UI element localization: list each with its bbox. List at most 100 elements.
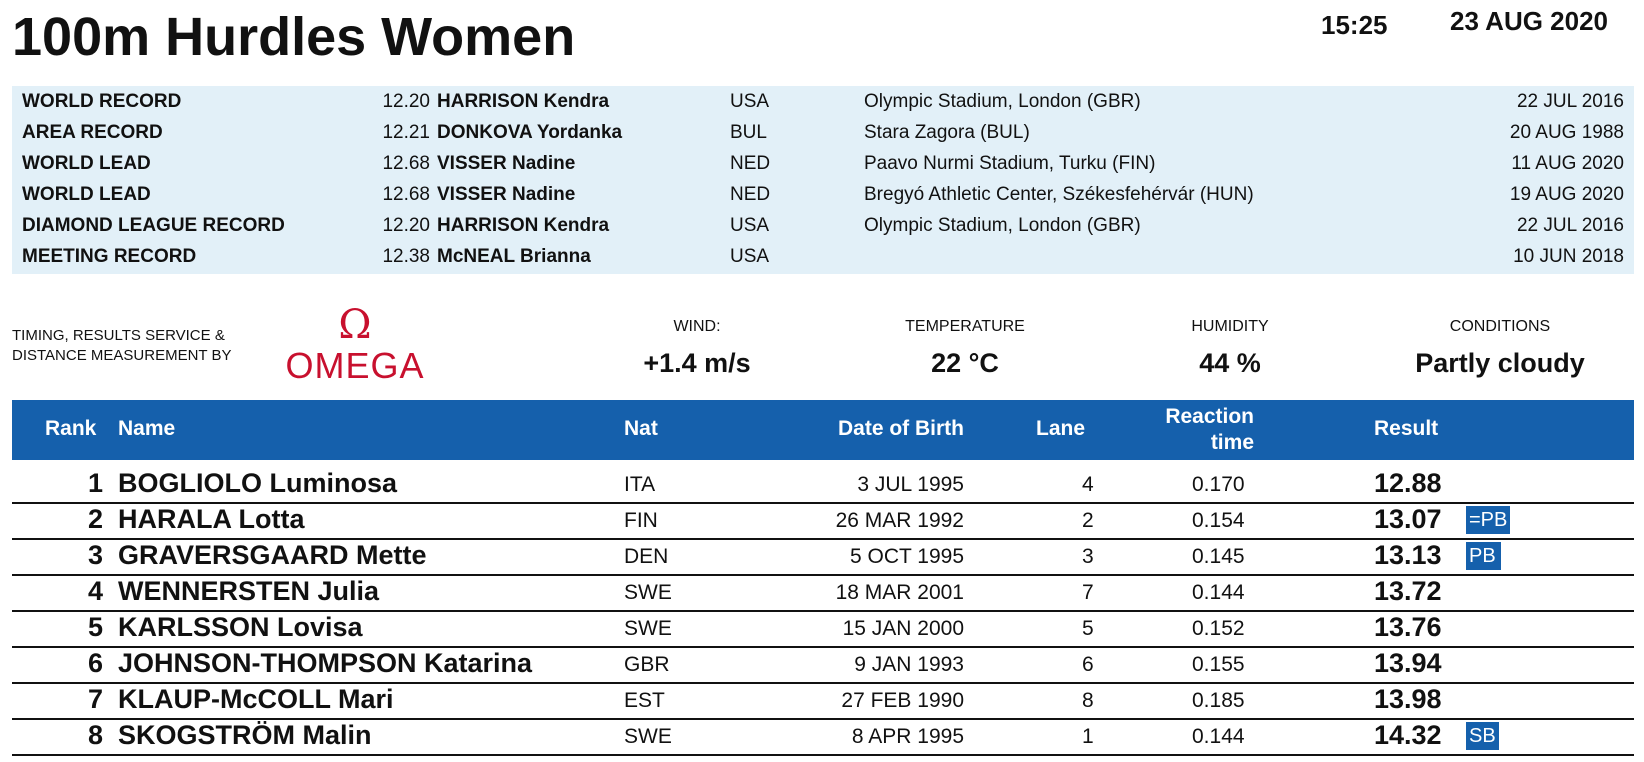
timing-label: TIMING, RESULTS SERVICE & DISTANCE MEASU… bbox=[12, 326, 231, 366]
result-time: 14.32 bbox=[1374, 720, 1442, 750]
athlete-dob: 27 FEB 1990 bbox=[841, 689, 964, 712]
header-time: 15:25 bbox=[1321, 10, 1388, 40]
record-mark: 12.68 bbox=[382, 184, 430, 205]
result-time: 12.88 bbox=[1374, 468, 1442, 498]
result-row: 4 WENNERSTEN Julia SWE 18 MAR 2001 7 0.1… bbox=[12, 574, 1634, 612]
result-row: 3 GRAVERSGAARD Mette DEN 5 OCT 1995 3 0.… bbox=[12, 538, 1634, 576]
col-result: Result bbox=[1374, 417, 1439, 440]
record-mark: 12.20 bbox=[382, 215, 430, 236]
omega-symbol: Ω bbox=[338, 306, 371, 348]
result-rank: 2 bbox=[87, 504, 103, 534]
wind-label: WIND: bbox=[673, 318, 721, 335]
record-row: WORLD RECORD 12.20 HARRISON Kendra USA O… bbox=[12, 86, 1634, 117]
athlete-dob: 9 JAN 1993 bbox=[854, 653, 964, 676]
page-title: 100m Hurdles Women bbox=[12, 7, 576, 67]
results-header: Rank Name Nat Date of Birth Lane Reactio… bbox=[12, 400, 1634, 460]
athlete-name: BOGLIOLO Luminosa bbox=[118, 468, 398, 498]
reaction-time: 0.145 bbox=[1192, 545, 1245, 568]
record-type: WORLD RECORD bbox=[22, 91, 182, 112]
athlete-lane: 6 bbox=[1082, 653, 1094, 676]
record-type: DIAMOND LEAGUE RECORD bbox=[22, 215, 285, 236]
athlete-dob: 15 JAN 2000 bbox=[842, 617, 964, 640]
result-time: 13.07 bbox=[1374, 504, 1442, 534]
temperature-block: TEMPERATURE 22 °C bbox=[880, 318, 1050, 379]
record-venue: Bregyó Athletic Center, Székesfehérvár (… bbox=[864, 184, 1254, 205]
athlete-name: WENNERSTEN Julia bbox=[118, 576, 380, 606]
record-nat: USA bbox=[730, 215, 770, 236]
athlete-name: SKOGSTRÖM Malin bbox=[118, 720, 372, 750]
athlete-nat: EST bbox=[624, 689, 665, 712]
col-reaction-line2: time bbox=[1210, 431, 1254, 454]
record-venue: Olympic Stadium, London (GBR) bbox=[864, 215, 1141, 236]
header-date: 23 AUG 2020 bbox=[1450, 6, 1609, 36]
conditions-block: CONDITIONS Partly cloudy bbox=[1390, 318, 1610, 379]
result-rank: 7 bbox=[87, 684, 103, 714]
reaction-time: 0.185 bbox=[1192, 689, 1245, 712]
reaction-time: 0.170 bbox=[1192, 473, 1245, 496]
record-mark: 12.68 bbox=[382, 153, 430, 174]
result-row: 2 HARALA Lotta FIN 26 MAR 1992 2 0.154 1… bbox=[12, 502, 1634, 540]
athlete-lane: 3 bbox=[1082, 545, 1094, 568]
athlete-nat: FIN bbox=[624, 509, 658, 532]
record-type: AREA RECORD bbox=[22, 122, 163, 143]
result-row: 6 JOHNSON-THOMPSON Katarina GBR 9 JAN 19… bbox=[12, 646, 1634, 684]
athlete-lane: 5 bbox=[1082, 617, 1094, 640]
conditions-value: Partly cloudy bbox=[1415, 348, 1585, 378]
col-nat: Nat bbox=[624, 417, 658, 440]
record-nat: BUL bbox=[730, 122, 767, 143]
record-holder: HARRISON Kendra bbox=[437, 91, 610, 112]
record-nat: NED bbox=[730, 153, 771, 174]
record-holder: VISSER Nadine bbox=[437, 184, 576, 205]
athlete-nat: GBR bbox=[624, 653, 670, 676]
col-reaction: Reaction time bbox=[1165, 404, 1254, 456]
athlete-nat: SWE bbox=[624, 725, 672, 748]
record-holder: VISSER Nadine bbox=[437, 153, 576, 174]
result-row: 7 KLAUP-McCOLL Mari EST 27 FEB 1990 8 0.… bbox=[12, 682, 1634, 720]
athlete-name: JOHNSON-THOMPSON Katarina bbox=[118, 648, 533, 678]
wind-block: WIND: +1.4 m/s bbox=[612, 318, 782, 379]
record-type: WORLD LEAD bbox=[22, 153, 151, 174]
athlete-lane: 1 bbox=[1082, 725, 1094, 748]
result-time: 13.13 bbox=[1374, 540, 1442, 570]
athlete-name: KARLSSON Lovisa bbox=[118, 612, 363, 642]
timing-line-1: TIMING, RESULTS SERVICE & bbox=[12, 327, 225, 344]
result-rank: 6 bbox=[87, 648, 103, 678]
timing-line-2: DISTANCE MEASUREMENT BY bbox=[12, 347, 232, 364]
athlete-lane: 7 bbox=[1082, 581, 1094, 604]
record-type: MEETING RECORD bbox=[22, 246, 197, 267]
record-holder: McNEAL Brianna bbox=[437, 246, 591, 267]
athlete-lane: 8 bbox=[1082, 689, 1094, 712]
humidity-value: 44 % bbox=[1199, 348, 1261, 378]
humidity-label: HUMIDITY bbox=[1191, 318, 1269, 335]
record-holder: HARRISON Kendra bbox=[437, 215, 610, 236]
col-lane: Lane bbox=[1036, 417, 1086, 440]
record-row: WORLD LEAD 12.68 VISSER Nadine NED Bregy… bbox=[12, 179, 1634, 210]
omega-logo: Ω OMEGA bbox=[280, 302, 430, 386]
record-type: WORLD LEAD bbox=[22, 184, 151, 205]
record-mark: 12.20 bbox=[382, 91, 430, 112]
record-nat: NED bbox=[730, 184, 771, 205]
records-table: WORLD RECORD 12.20 HARRISON Kendra USA O… bbox=[12, 86, 1634, 274]
record-holder: DONKOVA Yordanka bbox=[437, 122, 623, 143]
athlete-nat: SWE bbox=[624, 617, 672, 640]
record-venue: Olympic Stadium, London (GBR) bbox=[864, 91, 1141, 112]
badge-equal-pb: =PB bbox=[1466, 506, 1511, 534]
athlete-dob: 8 APR 1995 bbox=[851, 725, 964, 748]
result-rank: 1 bbox=[87, 468, 103, 498]
athlete-dob: 18 MAR 2001 bbox=[835, 581, 964, 604]
record-row: AREA RECORD 12.21 DONKOVA Yordanka BUL S… bbox=[12, 117, 1634, 148]
record-mark: 12.38 bbox=[382, 246, 430, 267]
result-rank: 5 bbox=[87, 612, 103, 642]
temperature-label: TEMPERATURE bbox=[905, 318, 1025, 335]
result-rank: 4 bbox=[87, 576, 103, 606]
record-date: 10 JUN 2018 bbox=[1513, 246, 1624, 267]
athlete-nat: ITA bbox=[624, 473, 656, 496]
athlete-name: KLAUP-McCOLL Mari bbox=[118, 684, 394, 714]
result-time: 13.76 bbox=[1374, 612, 1442, 642]
athlete-nat: DEN bbox=[624, 545, 669, 568]
athlete-name: HARALA Lotta bbox=[118, 504, 305, 534]
reaction-time: 0.144 bbox=[1192, 725, 1245, 748]
badge-pb: PB bbox=[1466, 542, 1499, 570]
record-row: MEETING RECORD 12.38 McNEAL Brianna USA … bbox=[12, 241, 1634, 272]
record-venue: Stara Zagora (BUL) bbox=[864, 122, 1030, 143]
